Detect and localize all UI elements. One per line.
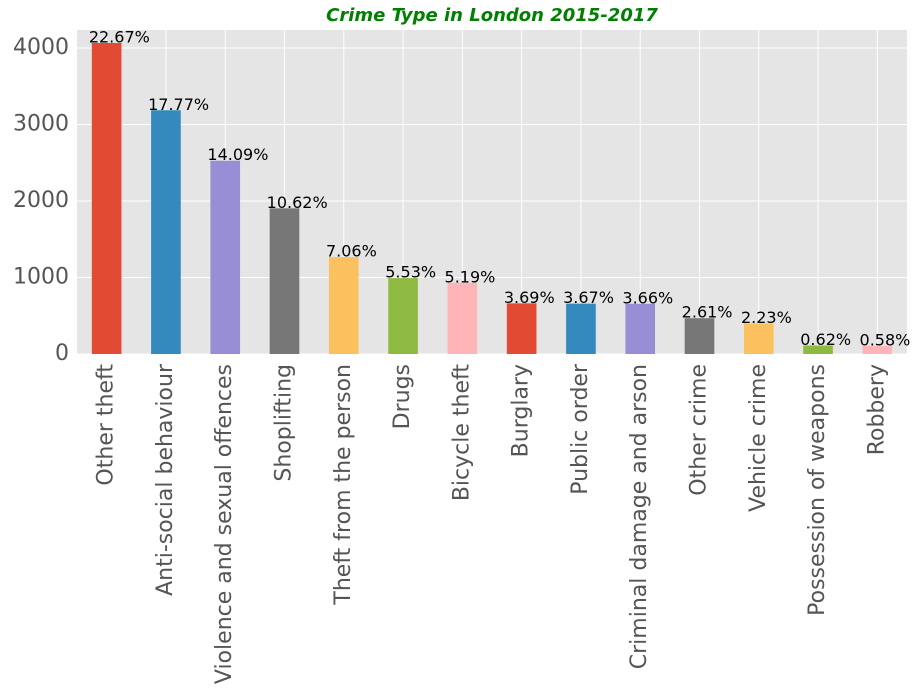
bar-annotation: 3.66% bbox=[622, 288, 673, 307]
x-tick-label: Drugs bbox=[390, 364, 415, 429]
bar bbox=[210, 160, 241, 354]
x-tick-label: Theft from the person bbox=[331, 364, 356, 606]
bar-annotation: 22.67% bbox=[89, 28, 150, 47]
bar bbox=[803, 345, 833, 354]
x-tick-label: Bicycle theft bbox=[449, 364, 474, 502]
bar bbox=[684, 318, 715, 354]
x-tick-label: Other theft bbox=[94, 364, 119, 486]
bar-annotation: 3.67% bbox=[563, 288, 614, 307]
bar-annotation: 10.62% bbox=[267, 193, 328, 212]
bar bbox=[506, 303, 537, 354]
bar bbox=[328, 257, 359, 354]
bar bbox=[269, 208, 300, 354]
x-tick-label: Shoplifting bbox=[272, 364, 297, 482]
bar bbox=[566, 303, 596, 354]
bar-annotation: 5.53% bbox=[385, 263, 436, 282]
bar bbox=[447, 282, 478, 354]
bar-annotation: 3.69% bbox=[504, 288, 555, 307]
x-tick-label: Violence and sexual offences bbox=[212, 364, 237, 684]
x-tick-label: Other crime bbox=[687, 364, 712, 496]
bar-annotation: 14.09% bbox=[207, 145, 268, 164]
bar bbox=[862, 346, 893, 354]
bar bbox=[151, 110, 181, 354]
plot-area bbox=[77, 30, 907, 354]
bar bbox=[388, 278, 418, 354]
y-tick-label: 0 bbox=[55, 341, 69, 366]
bar-annotation: 0.58% bbox=[860, 331, 911, 350]
bar bbox=[91, 43, 122, 355]
bar-annotation: 5.19% bbox=[445, 267, 496, 286]
x-tick-label: Public order bbox=[568, 363, 593, 495]
x-tick-label: Criminal damage and arson bbox=[627, 364, 652, 669]
x-tick-label: Burglary bbox=[509, 364, 534, 457]
y-tick-label: 1000 bbox=[13, 264, 69, 289]
bar-annotation: 17.77% bbox=[148, 95, 209, 114]
chart-title: Crime Type in London 2015-2017 bbox=[326, 5, 658, 26]
bar-annotation: 2.61% bbox=[682, 303, 733, 322]
y-tick-label: 2000 bbox=[13, 188, 69, 213]
x-tick-label: Vehicle crime bbox=[746, 364, 771, 512]
bar bbox=[625, 303, 656, 354]
bar bbox=[743, 323, 774, 354]
bar-annotation: 2.23% bbox=[741, 308, 792, 327]
x-tick-label: Robbery bbox=[864, 364, 889, 455]
bar-annotation: 0.62% bbox=[800, 330, 851, 349]
y-tick-label: 4000 bbox=[13, 35, 69, 60]
bar-annotation: 7.06% bbox=[326, 242, 377, 261]
x-tick-label: Anti-social behaviour bbox=[153, 363, 178, 596]
y-tick-label: 3000 bbox=[13, 111, 69, 136]
x-tick-label: Possession of weapons bbox=[805, 364, 830, 616]
